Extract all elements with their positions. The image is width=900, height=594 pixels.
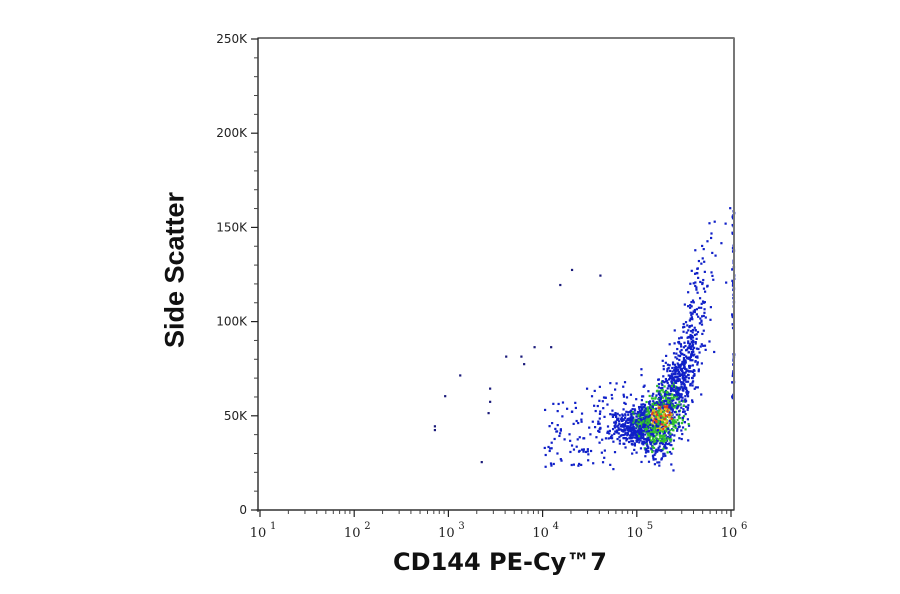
data-points <box>433 207 736 472</box>
svg-text:5: 5 <box>647 521 653 532</box>
y-tick-label: 150K <box>216 220 248 234</box>
x-tick-label: 10 <box>532 526 549 541</box>
x-tick-label: 10 <box>438 526 455 541</box>
svg-text:3: 3 <box>458 521 464 532</box>
x-tick-label: 10 <box>250 526 267 541</box>
x-axis-label: CD144 PE-Cy™7 <box>393 548 607 576</box>
y-tick-label: 50K <box>224 409 248 423</box>
y-tick-label: 200K <box>216 126 248 140</box>
svg-text:4: 4 <box>553 521 559 532</box>
y-axis-label: Side Scatter <box>159 191 190 349</box>
svg-text:6: 6 <box>741 521 747 532</box>
svg-text:1: 1 <box>270 521 276 532</box>
x-tick-label: 10 <box>344 526 361 541</box>
y-tick-label: 100K <box>216 315 248 329</box>
x-tick-label: 10 <box>721 526 738 541</box>
y-axis: 0 50K 100K 150K 200K 250K <box>216 32 259 517</box>
x-tick-label: 10 <box>627 526 644 541</box>
svg-text:2: 2 <box>364 521 370 532</box>
y-tick-label: 250K <box>216 32 248 46</box>
y-tick-label: 0 <box>239 503 247 517</box>
x-axis: 10 1 10 2 10 3 10 4 10 5 10 6 <box>250 509 747 541</box>
